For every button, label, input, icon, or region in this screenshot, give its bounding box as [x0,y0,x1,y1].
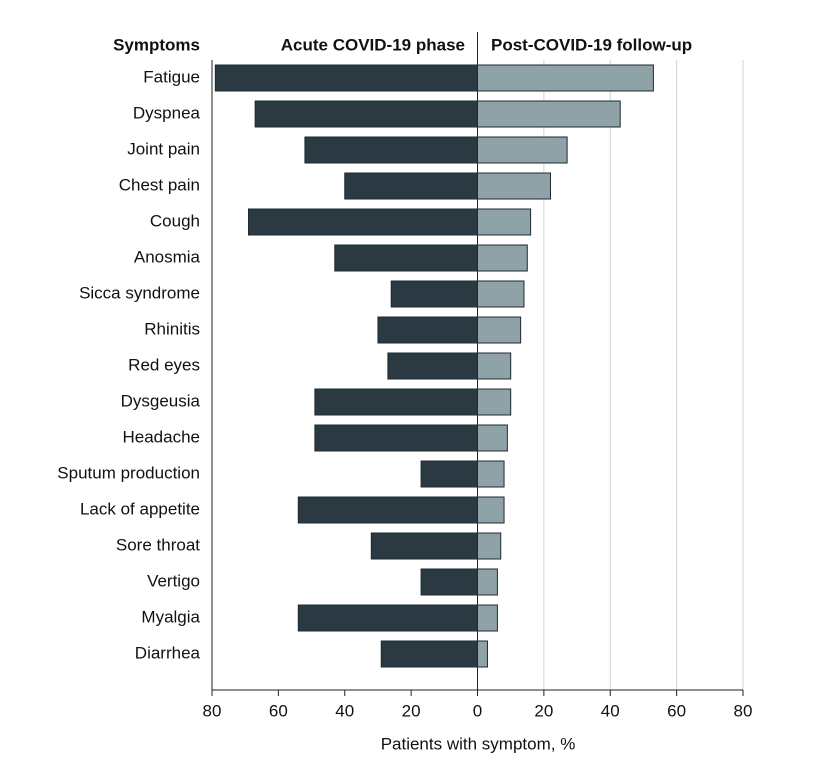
bar [477,280,525,308]
x-axis-title: Patients with symptom, % [381,734,576,753]
bar [334,244,479,272]
bar [380,640,479,668]
category-label: Joint pain [127,139,200,158]
bar [477,460,505,488]
category-label: Sputum production [57,463,200,482]
category-label: Dysgeusia [121,391,201,410]
bar [477,352,512,380]
category-label: Anosmia [134,247,201,266]
legend-left: Acute COVID-19 phase [281,35,465,54]
bar [370,532,478,560]
category-label: Vertigo [147,571,200,590]
bar [214,64,478,92]
bar [477,316,522,344]
bar [477,64,654,92]
x-tick-label: 60 [667,701,686,720]
bar [477,568,498,596]
x-tick-label: 20 [534,701,553,720]
x-tick-label: 60 [269,701,288,720]
category-label: Fatigue [143,67,200,86]
category-label: Rhinitis [144,319,200,338]
bar [477,388,512,416]
category-label: Myalgia [141,607,200,626]
category-label: Sore throat [116,535,200,554]
bar [390,280,478,308]
bar [477,100,621,128]
category-label: Lack of appetite [80,499,200,518]
category-header: Symptoms [113,35,200,54]
bar [477,136,568,164]
category-label: Cough [150,211,200,230]
bar [420,568,478,596]
category-label: Sicca syndrome [79,283,200,302]
category-label: Chest pain [119,175,200,194]
bar [314,388,478,416]
bar [477,208,532,236]
bar [254,100,478,128]
bar [477,640,488,668]
category-label: Dyspnea [133,103,201,122]
bar [297,604,478,632]
bar [420,460,478,488]
bar [344,172,478,200]
bar [477,424,508,452]
legend-right: Post-COVID-19 follow-up [491,35,692,54]
category-label: Headache [122,427,200,446]
bar [304,136,478,164]
x-tick-label: 20 [402,701,421,720]
bar [314,424,478,452]
bar [477,244,528,272]
bar [477,532,502,560]
bar [248,208,478,236]
bar [297,496,478,524]
category-label: Diarrhea [135,643,201,662]
bar [477,496,505,524]
x-tick-label: 0 [473,701,482,720]
bar [377,316,478,344]
x-tick-label: 40 [335,701,354,720]
bar [387,352,478,380]
bar [477,172,552,200]
x-tick-label: 80 [734,701,753,720]
bar [477,604,498,632]
x-tick-label: 40 [601,701,620,720]
category-label: Red eyes [128,355,200,374]
x-tick-label: 80 [203,701,222,720]
